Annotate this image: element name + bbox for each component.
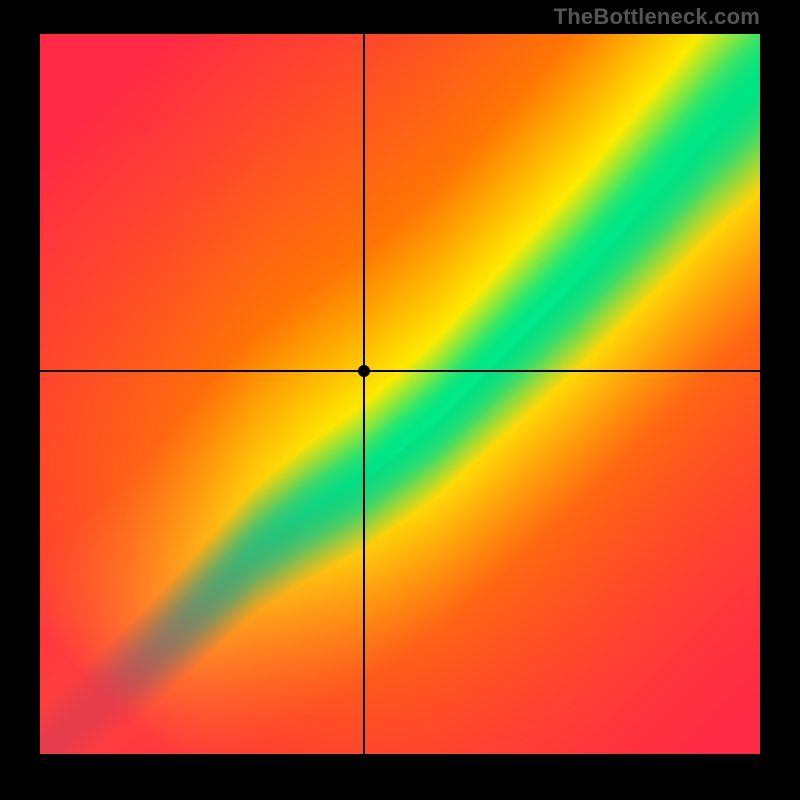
watermark-text: TheBottleneck.com: [554, 4, 760, 30]
crosshair-marker: [358, 365, 370, 377]
heatmap-canvas: [40, 34, 760, 754]
crosshair-vertical: [363, 34, 365, 754]
crosshair-horizontal: [40, 370, 760, 372]
plot-area: [40, 34, 760, 754]
chart-frame: TheBottleneck.com: [0, 0, 800, 800]
